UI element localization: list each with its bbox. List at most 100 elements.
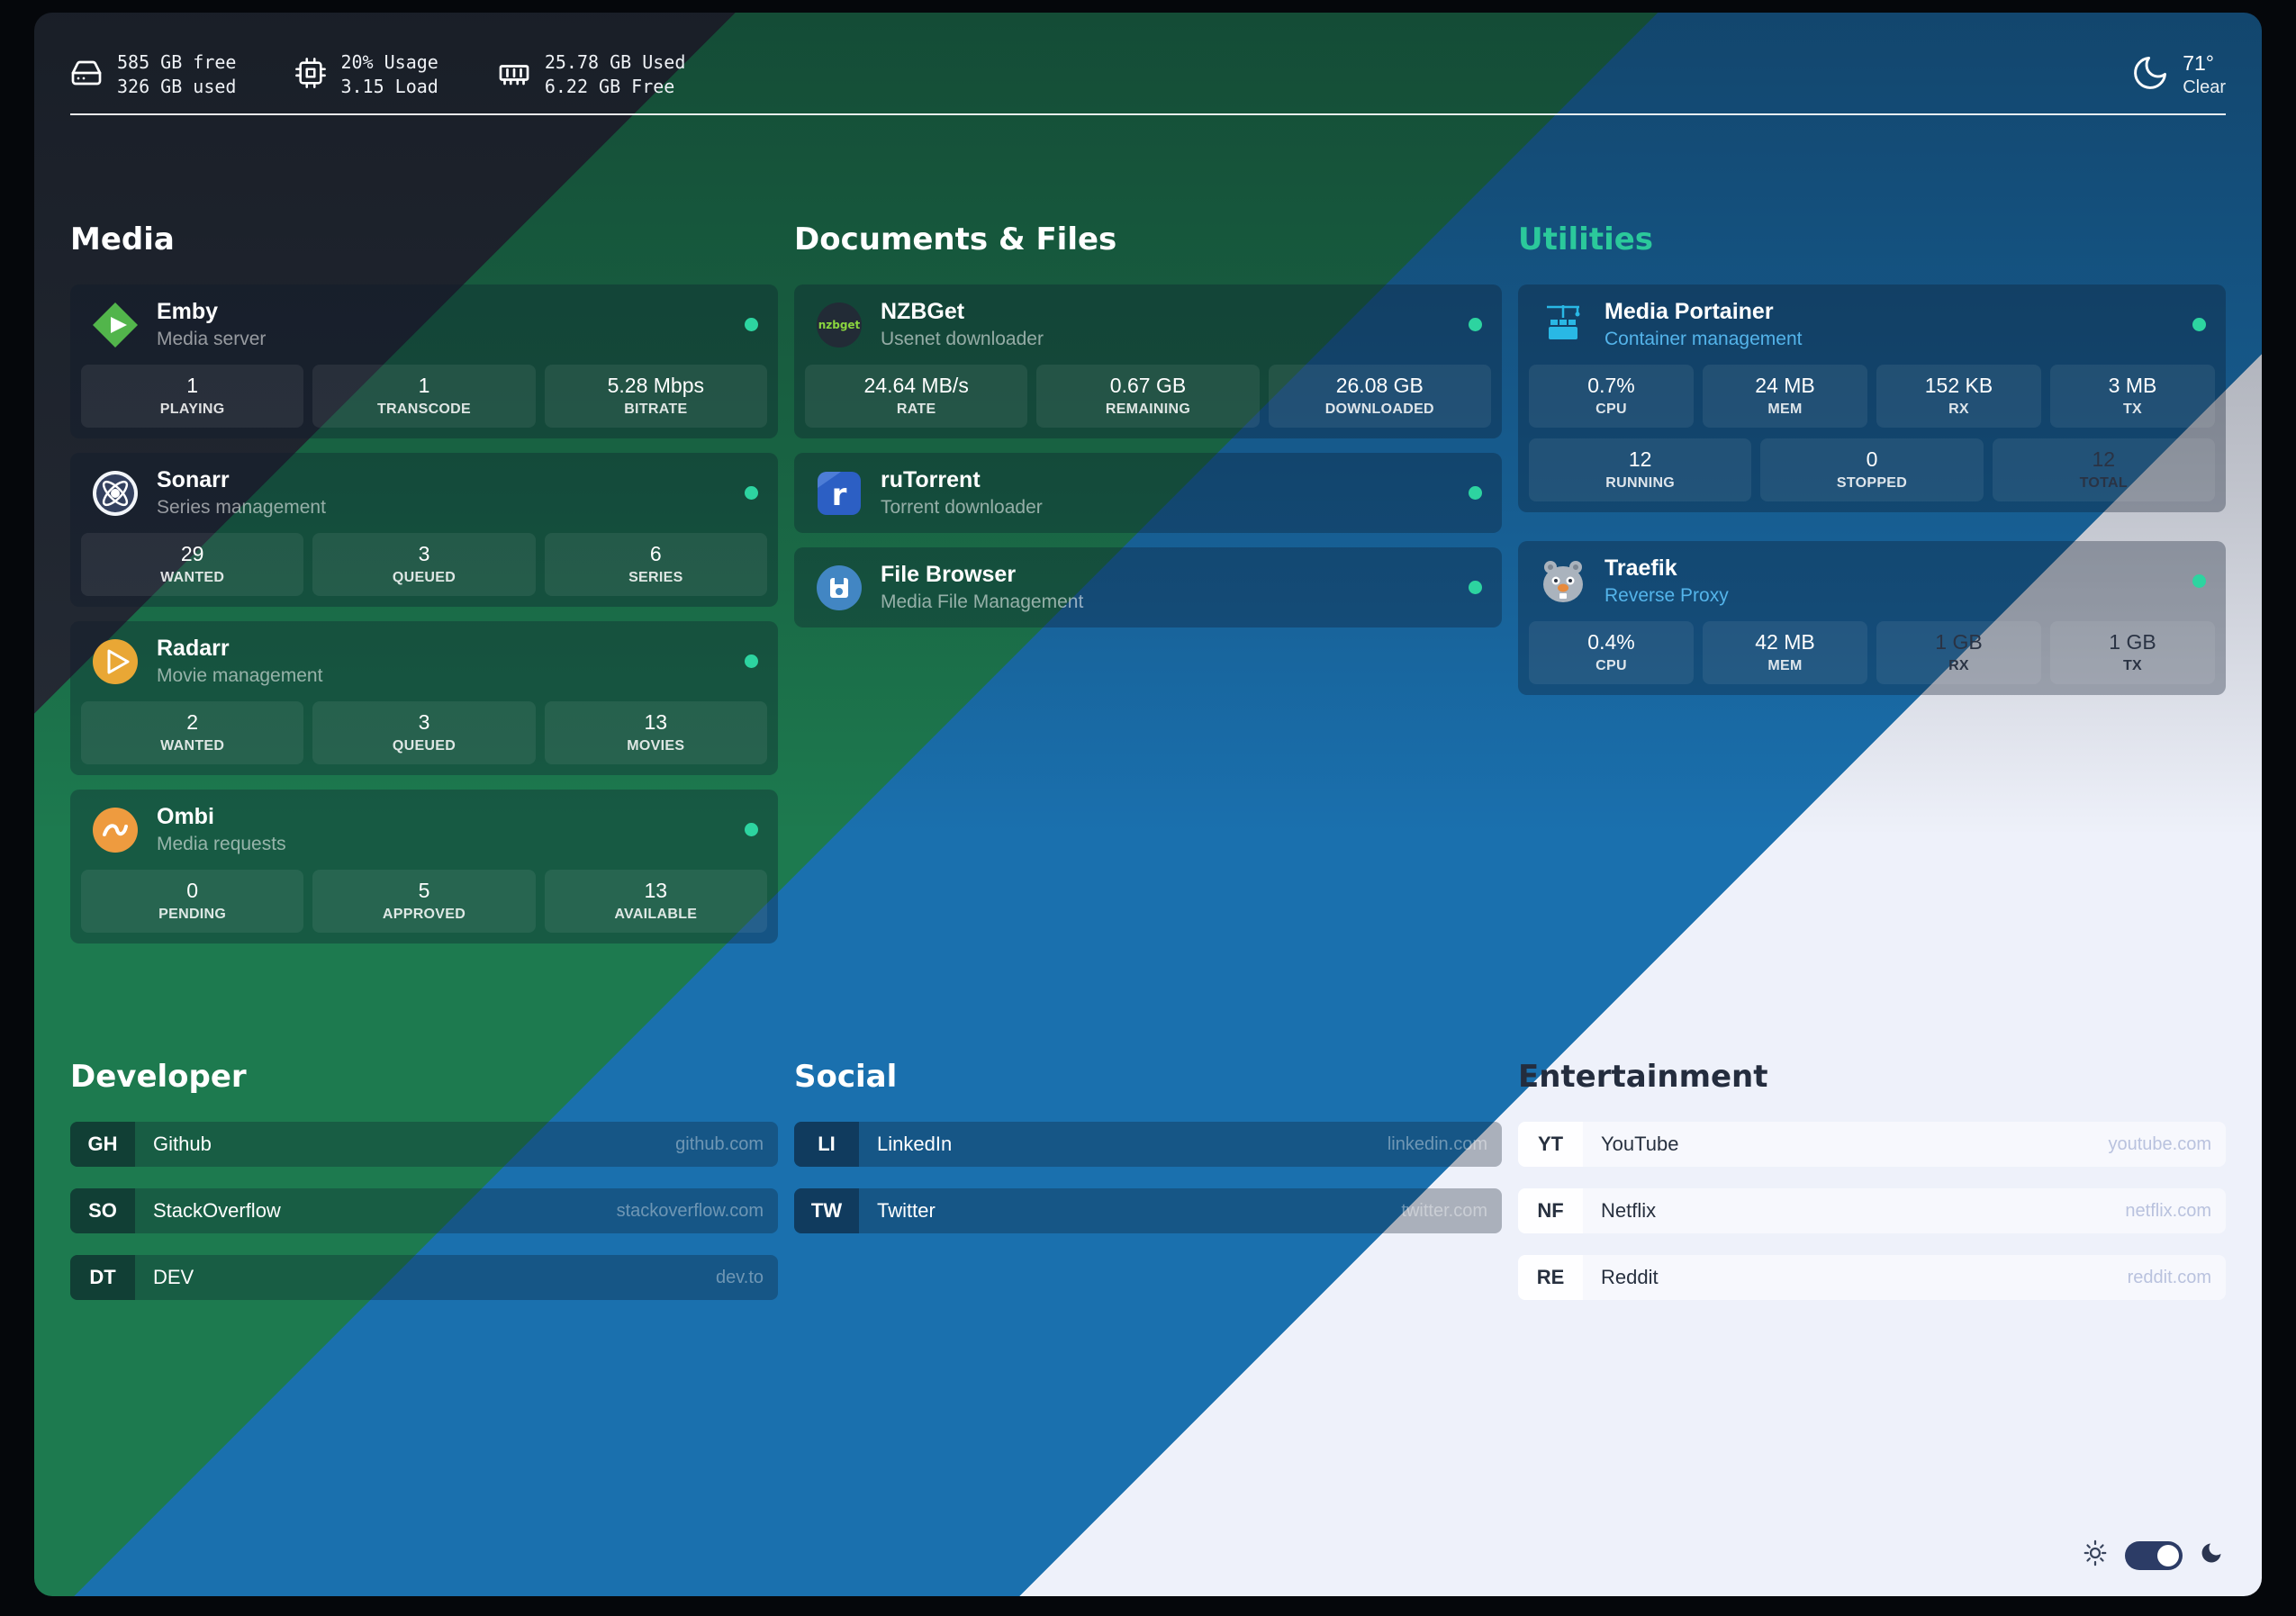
- stat-running: 12 RUNNING: [1529, 438, 1752, 501]
- section-entertainment: Entertainment YT YouTube youtube.com NF …: [1518, 1059, 2226, 1322]
- switch-knob: [2157, 1544, 2179, 1566]
- section-title-utilities: Utilities: [1518, 221, 1654, 257]
- stat-wanted: 29 WANTED: [81, 533, 304, 596]
- section-title-entertainment: Entertainment: [1518, 1059, 1768, 1095]
- emby-icon: [90, 300, 140, 350]
- bookmark-domain: youtube.com: [2108, 1133, 2211, 1154]
- stat-available: 13 AVAILABLE: [544, 870, 767, 933]
- status-dot: [1469, 318, 1482, 331]
- bookmark-domain: twitter.com: [1401, 1200, 1487, 1221]
- section-title-developer: Developer: [70, 1059, 247, 1095]
- section-title-documents: Documents & Files: [794, 221, 1117, 257]
- stat-rx: 1 GB RX: [1876, 621, 2041, 684]
- filebrowser-icon: [814, 563, 864, 613]
- bookmark-youtube[interactable]: YT YouTube youtube.com: [1518, 1122, 2226, 1167]
- cpu-load: 3.15 Load: [340, 76, 438, 97]
- bookmark-reddit[interactable]: RE Reddit reddit.com: [1518, 1255, 2226, 1300]
- section-developer: Developer GH Github github.com SO StackO…: [70, 1059, 778, 1322]
- service-name: Ombi: [157, 804, 214, 829]
- service-name: Sonarr: [157, 467, 230, 492]
- service-card-nzbget[interactable]: nzbget NZBGet Usenet downloader 24.64 MB…: [794, 284, 1502, 438]
- bookmark-name: Netflix: [1601, 1199, 1657, 1222]
- service-name: ruTorrent: [881, 467, 981, 492]
- weather-widget[interactable]: 71° Clear: [2130, 51, 2226, 98]
- service-card-emby[interactable]: Emby Media server 1 PLAYING 1 TRANSCODE 5.…: [70, 284, 778, 438]
- service-card-radarr[interactable]: Radarr Movie management 2 WANTED 3 QUEUED …: [70, 621, 778, 775]
- cpu-stats: 20% Usage 3.15 Load: [295, 50, 438, 99]
- service-card-filebrowser[interactable]: File Browser Media File Management: [794, 547, 1502, 627]
- bookmark-name: LinkedIn: [877, 1133, 953, 1155]
- section-documents: Documents & Files nzbget NZBGet Usenet d…: [794, 221, 1502, 958]
- bookmark-domain: netflix.com: [2125, 1200, 2211, 1221]
- moon-filled-icon[interactable]: [2199, 1540, 2224, 1570]
- bookmark-name: DEV: [153, 1266, 194, 1288]
- rutorrent-icon: r: [814, 468, 864, 519]
- status-dot: [1469, 486, 1482, 500]
- service-desc: Reverse Proxy: [1604, 585, 1729, 606]
- bookmark-stackoverflow[interactable]: SO StackOverflow stackoverflow.com: [70, 1188, 778, 1233]
- bookmark-abbr: DT: [70, 1255, 135, 1300]
- bookmark-github[interactable]: GH Github github.com: [70, 1122, 778, 1167]
- stat-tx: 3 MB TX: [2050, 365, 2215, 428]
- status-dot: [1469, 581, 1482, 594]
- service-card-rutorrent[interactable]: r ruTorrent Torrent downloader: [794, 453, 1502, 533]
- bookmark-abbr: SO: [70, 1188, 135, 1233]
- service-card-sonarr[interactable]: Sonarr Series management 29 WANTED 3 QUEUE…: [70, 453, 778, 607]
- stat-cpu: 0.4% CPU: [1529, 621, 1694, 684]
- status-bar: 585 GB free 326 GB used 20% Usage 3.15 L…: [70, 13, 2226, 113]
- header-divider: [70, 113, 2226, 115]
- bookmark-domain: dev.to: [716, 1267, 764, 1287]
- cpu-icon: [295, 57, 327, 93]
- sonarr-icon: [90, 468, 140, 519]
- service-desc: Movie management: [157, 665, 323, 686]
- dashboard-window: 585 GB free 326 GB used 20% Usage 3.15 L…: [34, 13, 2262, 1596]
- sun-icon[interactable]: [2082, 1539, 2109, 1571]
- bookmark-abbr: LI: [794, 1122, 859, 1167]
- stat-cpu: 0.7% CPU: [1529, 365, 1694, 428]
- stat-mem: 42 MB MEM: [1703, 621, 1867, 684]
- stat-rate: 24.64 MB/s RATE: [805, 365, 1028, 428]
- service-card-ombi[interactable]: Ombi Media requests 0 PENDING 5 APPROVED 1…: [70, 790, 778, 943]
- service-desc: Media File Management: [881, 591, 1084, 612]
- service-name: Traefik: [1604, 555, 1677, 581]
- stat-total: 12 TOTAL: [1992, 438, 2215, 501]
- disk-icon: [70, 57, 103, 94]
- stat-bitrate: 5.28 Mbps BITRATE: [544, 365, 767, 428]
- disk-used: 326 GB used: [117, 76, 237, 97]
- service-name: NZBGet: [881, 299, 965, 324]
- service-name: Radarr: [157, 636, 230, 661]
- status-dot: [745, 486, 758, 500]
- service-card-traefik[interactable]: Traefik Reverse Proxy 0.4% CPU 42 MB MEM 1…: [1518, 541, 2226, 695]
- status-dot: [2192, 574, 2206, 588]
- stat-remaining: 0.67 GB REMAINING: [1036, 365, 1260, 428]
- bookmark-name: Reddit: [1601, 1266, 1659, 1288]
- stat-wanted: 2 WANTED: [81, 701, 304, 764]
- stat-rx: 152 KB RX: [1876, 365, 2041, 428]
- service-desc: Container management: [1604, 329, 1803, 349]
- bookmark-netflix[interactable]: NF Netflix netflix.com: [1518, 1188, 2226, 1233]
- memory-stats: 25.78 GB Used 6.22 GB Free: [498, 50, 686, 99]
- stat-series: 6 SERIES: [544, 533, 767, 596]
- bookmark-name: Github: [153, 1133, 212, 1155]
- bookmark-dev[interactable]: DT DEV dev.to: [70, 1255, 778, 1300]
- traefik-icon: [1538, 556, 1588, 607]
- memory-icon: [498, 57, 530, 94]
- service-name: Media Portainer: [1604, 299, 1774, 324]
- weather-condition: Clear: [2183, 77, 2226, 97]
- stat-transcode: 1 TRANSCODE: [312, 365, 536, 428]
- memory-free: 6.22 GB Free: [544, 76, 675, 97]
- service-desc: Media server: [157, 329, 267, 349]
- bookmark-domain: linkedin.com: [1387, 1133, 1487, 1154]
- bookmark-linkedin[interactable]: LI LinkedIn linkedin.com: [794, 1122, 1502, 1167]
- bookmark-name: YouTube: [1601, 1133, 1679, 1155]
- bookmark-domain: stackoverflow.com: [616, 1200, 764, 1221]
- memory-used: 25.78 GB Used: [544, 51, 686, 73]
- bookmark-abbr: NF: [1518, 1188, 1583, 1233]
- stat-movies: 13 MOVIES: [544, 701, 767, 764]
- service-desc: Media requests: [157, 834, 286, 854]
- service-card-portainer[interactable]: Media Portainer Container management 0.7…: [1518, 284, 2226, 512]
- portainer-icon: [1538, 300, 1588, 350]
- theme-switch[interactable]: [2125, 1540, 2183, 1570]
- stat-downloaded: 26.08 GB DOWNLOADED: [1268, 365, 1491, 428]
- bookmark-twitter[interactable]: TW Twitter twitter.com: [794, 1188, 1502, 1233]
